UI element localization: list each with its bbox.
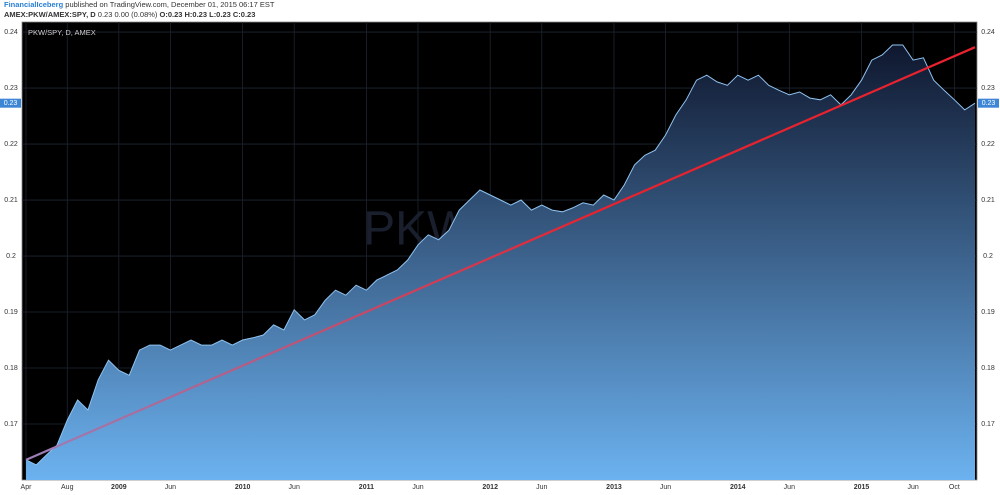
last-value-tag-left [0,98,21,108]
last-value-tag-right-label: 0.23 [982,100,996,107]
x-tick-label: 2014 [730,484,746,491]
x-tick-label: 2015 [854,484,870,491]
plot: PKW/SPY, DPKW/SPYPKW/SPY, D, AMEX [22,22,977,480]
ohlc: O:0.23 H:0.23 L:0.23 C:0.23 [160,10,256,19]
y-tick-label-right: 0.17 [981,421,995,428]
x-tick-label: Jun [536,484,547,491]
x-tick-label: Jun [660,484,671,491]
author[interactable]: FinancialIceberg [4,0,64,9]
y-tick-label: 0.2 [6,253,16,260]
x-tick-label: Jun [907,484,918,491]
y-tick-label-right: 0.2 [983,253,993,260]
last-value-tag-left-label: 0.23 [4,100,18,107]
x-tick-label: Aug [61,484,74,491]
price-line [25,44,976,466]
y-tick-label: 0.18 [4,365,18,372]
trend-line [25,46,976,461]
y-tick-label-right: 0.24 [981,29,995,36]
x-tick-label: 2011 [359,484,374,491]
x-tick-label: Jun [289,484,300,491]
x-tick-label: 2013 [606,484,622,491]
y-tick-label: 0.17 [4,421,18,428]
y-tick-label-right: 0.21 [981,197,995,204]
y-tick-label: 0.21 [4,197,18,204]
y-tick-label: 0.24 [4,29,18,36]
x-tick-label: Apr [21,484,33,491]
chart-title: PKW/SPY, D, AMEX [28,28,96,37]
y-tick-label-right: 0.18 [981,365,995,372]
x-tick-label: Oct [949,484,960,491]
x-tick-label: 2012 [482,484,498,491]
x-tick-label: 2009 [111,484,127,491]
published: published on TradingView.com, December 0… [65,0,275,9]
change: 0.23 0.00 (0.08%) [98,10,158,19]
x-tick-label: 2010 [235,484,251,491]
y-tick-label-right: 0.23 [981,85,995,92]
axes: 0.17 0.17 0.18 0.18 0.19 0.19 0.2 0.2 0.21 0.21 0.… [0,29,999,491]
y-tick-label: 0.22 [4,141,18,148]
header-line: FinancialIceberg published on TradingVie… [4,0,275,9]
y-tick-label-right: 0.19 [981,309,995,316]
x-tick-label: Jun [165,484,176,491]
x-tick-label: Jun [412,484,423,491]
quote-line: AMEX:PKW/AMEX:SPY, D 0.23 0.00 (0.08%) O… [4,10,255,19]
x-tick-label: Jun [784,484,795,491]
y-tick-label: 0.23 [4,85,18,92]
y-tick-label: 0.19 [4,309,18,316]
symbol: AMEX:PKW/AMEX:SPY, D [4,10,96,19]
area-fill [26,45,975,480]
y-tick-label-right: 0.22 [981,141,995,148]
last-value-tag-right [978,98,999,108]
